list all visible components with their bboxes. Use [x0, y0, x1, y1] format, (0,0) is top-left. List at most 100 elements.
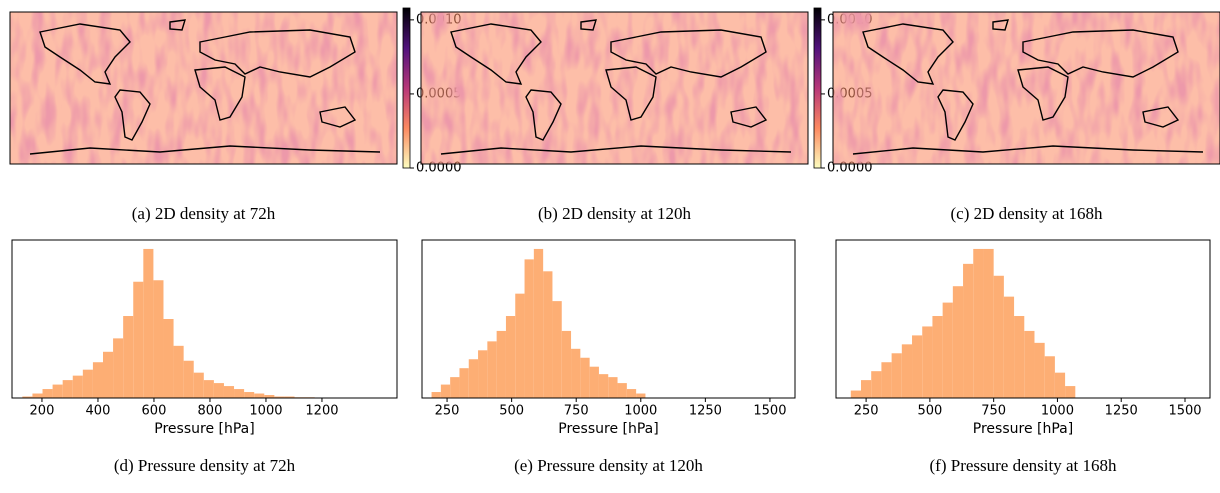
- hist-bar: [871, 371, 882, 398]
- hist-bar: [963, 263, 974, 398]
- x-tick-label: 500: [917, 404, 942, 419]
- hist-bar: [1034, 342, 1045, 398]
- x-tick-label: 1200: [305, 404, 338, 419]
- caption: (a) 2D density at 72h: [132, 204, 276, 223]
- hist-bar: [440, 384, 451, 398]
- x-tick-label: 500: [499, 404, 524, 419]
- hist-bar: [478, 350, 488, 398]
- hist-bar: [932, 316, 943, 398]
- hist-bar: [284, 396, 295, 398]
- hist-bar: [1024, 330, 1035, 398]
- hist-bar: [496, 330, 506, 398]
- hist-bar: [264, 395, 275, 398]
- hist-bar: [254, 393, 265, 398]
- hist-bar: [193, 372, 204, 398]
- caption: (c) 2D density at 168h: [950, 204, 1103, 223]
- x-tick-label: 250: [854, 404, 879, 419]
- hist-bar: [598, 374, 609, 398]
- x-tick-label: 1500: [1168, 404, 1201, 419]
- hist-bar: [580, 357, 590, 398]
- caption: (f) Pressure density at 168h: [930, 456, 1117, 475]
- hist-bar: [22, 396, 33, 398]
- x-tick-label: 400: [86, 404, 111, 419]
- hist-bar: [113, 338, 124, 398]
- hist-bar: [82, 369, 93, 398]
- hist-bar: [561, 330, 572, 398]
- hist-bar: [973, 248, 984, 398]
- hist-bar: [617, 383, 627, 398]
- hist-bar: [942, 302, 953, 398]
- hist-bar: [993, 275, 1004, 398]
- hist-bar: [62, 380, 73, 398]
- hist-bar: [32, 393, 43, 398]
- hist-bar: [589, 366, 599, 398]
- hist-bar: [173, 345, 184, 398]
- hist-bar: [922, 326, 933, 398]
- hist-bar: [431, 392, 441, 398]
- hist-bar: [952, 286, 964, 398]
- hist-bar: [450, 377, 460, 398]
- map-frame: [9, 11, 398, 165]
- axes-frame: [11, 239, 398, 399]
- x-axis-label: Pressure [hPa]: [558, 421, 658, 437]
- hist-bar: [1014, 316, 1025, 398]
- hist-bar: [468, 359, 479, 398]
- hist-bar: [42, 389, 53, 398]
- hist-bar: [163, 319, 174, 398]
- axes-frame: [835, 239, 1211, 399]
- hist-bar: [1054, 372, 1066, 398]
- hist-bar: [505, 316, 516, 398]
- x-tick-label: 750: [564, 404, 589, 419]
- hist-bar: [153, 280, 164, 398]
- x-tick-label: 200: [30, 404, 55, 419]
- hist-bar: [487, 341, 497, 398]
- hist-bar: [92, 362, 103, 398]
- hist-bar: [52, 384, 63, 398]
- x-axis-label: Pressure [hPa]: [154, 421, 254, 437]
- hist-bar: [244, 392, 255, 398]
- hist-bar: [552, 301, 562, 398]
- map-noise: [833, 12, 1220, 164]
- x-tick-label: 750: [981, 404, 1006, 419]
- x-tick-label: 800: [198, 404, 223, 419]
- hist-bar: [543, 271, 553, 398]
- hist-bar: [143, 248, 154, 398]
- caption: (e) Pressure density at 120h: [514, 456, 703, 475]
- map-frame: [832, 11, 1220, 165]
- hist-bar: [1044, 356, 1055, 398]
- hist-bar: [626, 389, 637, 398]
- hist-bar: [223, 386, 235, 398]
- hist-bar: [636, 393, 646, 398]
- hist-bar: [850, 390, 862, 398]
- hist-bar: [571, 348, 581, 398]
- x-tick-label: 250: [435, 404, 460, 419]
- hist-bar: [912, 335, 923, 398]
- x-tick-label: 1000: [1041, 404, 1074, 419]
- map-noise: [10, 12, 397, 164]
- map-noise: [421, 12, 808, 164]
- hist-bar: [881, 362, 892, 398]
- hist-bar: [459, 368, 469, 398]
- hist-bar: [901, 344, 913, 398]
- x-tick-label: 1250: [689, 404, 722, 419]
- caption: (d) Pressure density at 72h: [114, 456, 296, 475]
- axes-frame: [421, 239, 796, 399]
- x-tick-label: 1000: [624, 404, 657, 419]
- colorbar: [402, 7, 411, 169]
- colorbar: [813, 7, 822, 169]
- hist-bar: [861, 380, 872, 398]
- hist-bar: [234, 389, 245, 398]
- x-tick-label: 1500: [753, 404, 786, 419]
- hist-bar: [274, 396, 285, 398]
- hist-bar: [608, 377, 618, 398]
- hist-bar: [183, 360, 194, 398]
- caption: (b) 2D density at 120h: [538, 204, 691, 223]
- hist-bar: [213, 383, 224, 398]
- hist-bar: [72, 375, 83, 398]
- hist-bar: [524, 259, 534, 398]
- hist-bar: [533, 248, 544, 398]
- x-tick-label: 1000: [249, 404, 282, 419]
- hist-bar: [123, 316, 134, 398]
- hist-bar: [203, 380, 214, 398]
